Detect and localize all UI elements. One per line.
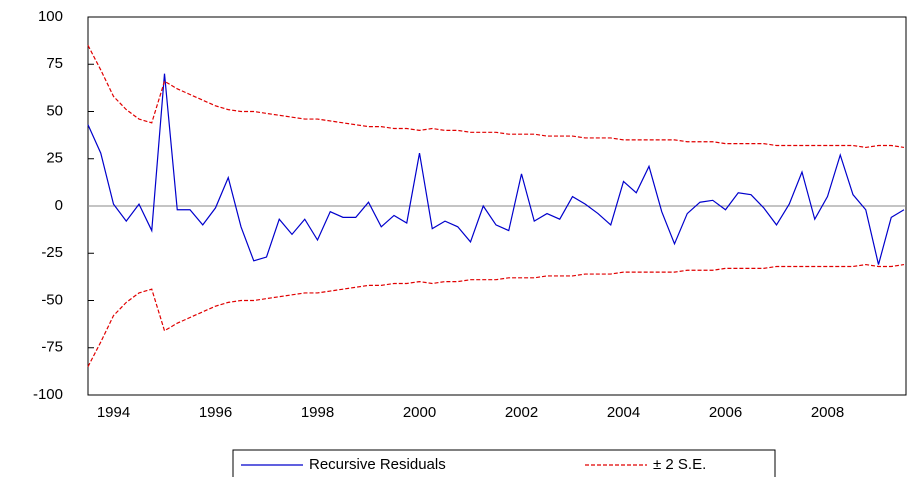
legend-box [232,449,776,477]
y-tick-label: 50 [46,102,63,119]
series-line [87,73,905,265]
y-tick-label: -50 [41,291,63,308]
series-line [87,45,905,149]
x-tick-label: 2006 [709,404,742,421]
x-tick-label: 1996 [199,404,232,421]
x-tick-label: 2002 [505,404,538,421]
x-tick-label: 2000 [403,404,436,421]
series-line [87,263,905,367]
y-tick-label: 25 [46,150,63,167]
legend-label: ± 2 S.E. [653,456,706,473]
y-tick-label: 100 [38,8,63,25]
y-tick-label: 75 [46,55,63,72]
x-tick-label: 2008 [811,404,844,421]
x-tick-label: 1994 [97,404,130,421]
y-tick-label: -100 [33,386,63,403]
x-tick-label: 2004 [607,404,640,421]
y-tick-label: -25 [41,244,63,261]
y-tick-label: 0 [55,197,63,214]
x-tick-label: 1998 [301,404,334,421]
legend-label: Recursive Residuals [309,456,446,473]
y-tick-label: -75 [41,339,63,356]
